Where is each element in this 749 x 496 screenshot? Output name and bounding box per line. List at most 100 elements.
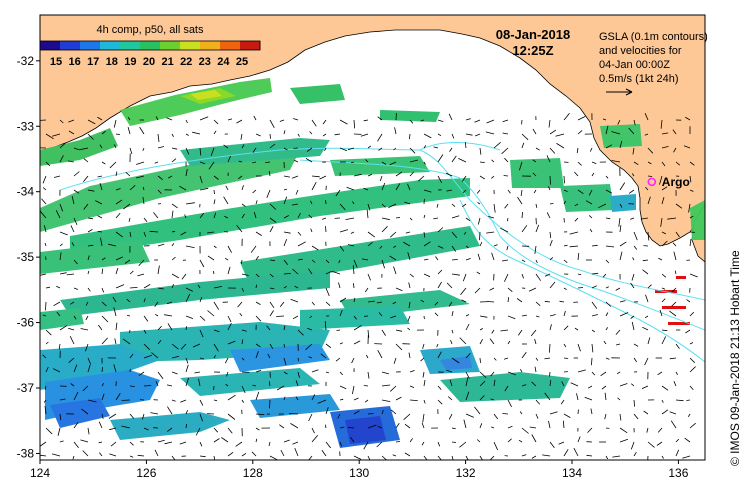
velocity-vector — [115, 284, 125, 289]
velocity-vector — [235, 441, 243, 447]
velocity-vector — [436, 343, 439, 348]
velocity-vector — [98, 441, 103, 444]
velocity-vector — [87, 244, 94, 247]
velocity-vector — [619, 427, 628, 434]
velocity-vector — [573, 447, 579, 457]
velocity-vector — [213, 438, 220, 443]
velocity-vector — [171, 230, 176, 233]
velocity-vector — [661, 146, 669, 149]
velocity-vector — [157, 371, 164, 380]
velocity-vector — [549, 343, 551, 353]
velocity-vector — [549, 324, 552, 331]
velocity-vector — [81, 408, 89, 415]
velocity-vector — [307, 327, 313, 331]
velocity-vector — [490, 371, 495, 377]
velocity-vector — [309, 315, 313, 319]
velocity-vector — [479, 161, 485, 163]
velocity-vector — [423, 231, 426, 238]
velocity-vector — [433, 146, 439, 149]
velocity-vector — [143, 217, 148, 222]
velocity-vector — [199, 315, 206, 321]
velocity-vector — [352, 265, 355, 275]
velocity-vector — [409, 147, 416, 154]
velocity-vector — [283, 196, 288, 205]
velocity-vector — [363, 187, 369, 191]
velocity-vector — [363, 441, 369, 450]
velocity-vector — [199, 296, 203, 303]
plot-frame — [39, 14, 706, 461]
velocity-vector — [213, 301, 220, 310]
velocity-vector — [644, 357, 649, 366]
velocity-vector — [291, 175, 299, 179]
velocity-vector — [337, 413, 341, 419]
velocity-vector — [544, 273, 551, 277]
velocity-vector — [672, 242, 677, 247]
colorbar-swatch — [220, 41, 241, 50]
velocity-vector — [493, 203, 496, 213]
velocity-vector — [669, 411, 677, 415]
velocity-vector — [437, 245, 444, 249]
velocity-vector — [367, 371, 370, 379]
velocity-vector — [213, 455, 216, 460]
velocity-vector — [460, 287, 467, 296]
velocity-vector — [465, 377, 469, 387]
velocity-vector — [437, 154, 444, 163]
velocity-vector — [588, 189, 593, 196]
velocity-vector — [660, 217, 663, 227]
velocity-vector — [535, 147, 540, 151]
velocity-vector — [504, 157, 509, 163]
velocity-vector — [657, 427, 663, 433]
velocity-vector — [479, 357, 481, 363]
velocity-vector — [283, 130, 286, 135]
velocity-vector — [143, 354, 153, 359]
velocity-vector — [574, 217, 579, 222]
velocity-vector — [199, 175, 203, 184]
velocity-vector — [393, 266, 397, 275]
velocity-vector — [351, 357, 355, 364]
velocity-vector — [479, 241, 483, 247]
velocity-vector — [521, 427, 529, 434]
velocity-vector — [591, 343, 594, 353]
velocity-vector — [255, 200, 258, 205]
velocity-vector — [377, 350, 383, 359]
velocity-vector — [476, 271, 481, 275]
velocity-vector — [381, 226, 388, 233]
y-tick-label: -35 — [17, 250, 35, 264]
velocity-vector — [339, 119, 348, 125]
velocity-vector — [493, 413, 499, 420]
velocity-vector — [67, 160, 75, 163]
velocity-vector — [269, 455, 278, 460]
velocity-vector — [269, 287, 275, 290]
velocity-vector — [591, 301, 598, 309]
velocity-vector — [493, 244, 498, 247]
velocity-vector — [239, 312, 243, 317]
colorbar-label: 22 — [180, 56, 192, 68]
velocity-vector — [619, 300, 626, 303]
velocity-vector — [507, 340, 511, 345]
velocity-vector — [633, 343, 639, 347]
velocity-vector — [437, 281, 442, 289]
velocity-vector — [185, 293, 191, 303]
velocity-vector — [437, 399, 443, 405]
velocity-vector — [585, 200, 593, 205]
velocity-vector — [241, 273, 249, 276]
velocity-vector — [485, 131, 495, 135]
velocity-vector — [461, 299, 467, 303]
velocity-vector — [110, 441, 117, 447]
velocity-vector — [113, 119, 117, 128]
velocity-vector — [503, 175, 509, 177]
velocity-vector — [561, 381, 565, 387]
velocity-vector — [252, 384, 257, 387]
velocity-vector — [661, 186, 668, 191]
velocity-vector — [269, 226, 274, 233]
velocity-vector — [338, 259, 341, 264]
velocity-vector — [507, 287, 513, 293]
velocity-vector — [227, 322, 232, 331]
velocity-vector — [647, 231, 650, 241]
velocity-vector — [241, 329, 247, 332]
velocity-vector — [535, 315, 540, 318]
velocity-vector — [223, 196, 229, 205]
velocity-vector — [437, 455, 442, 460]
velocity-vector — [283, 343, 285, 348]
velocity-vector — [548, 119, 551, 128]
